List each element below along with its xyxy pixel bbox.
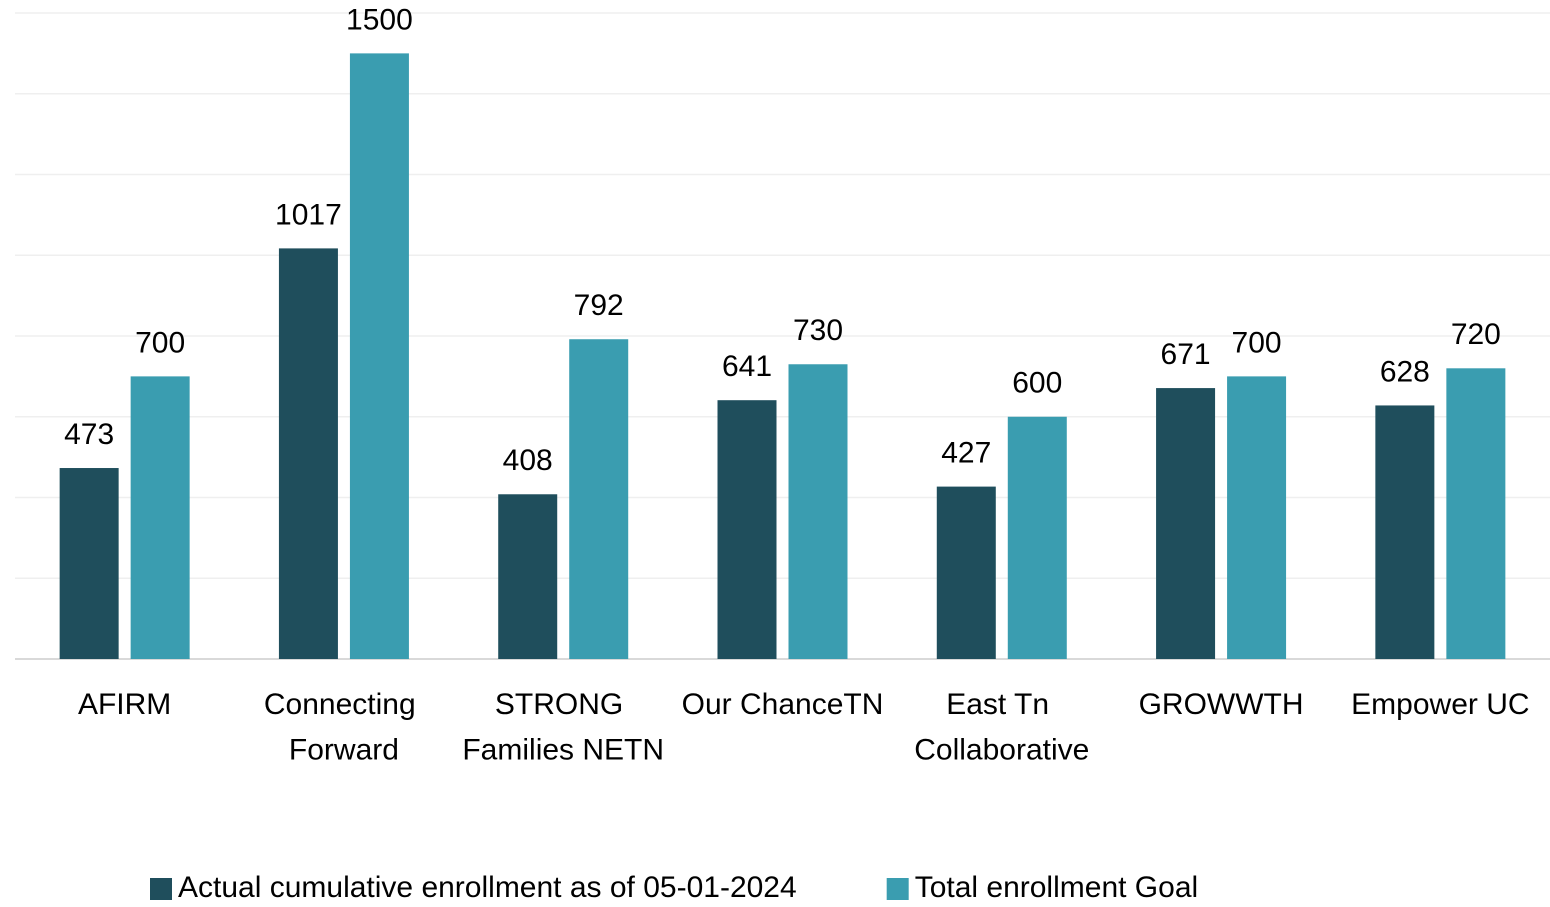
bar (569, 339, 629, 659)
bar (1375, 405, 1435, 659)
bar (498, 494, 558, 659)
x-tick-label: Empower UC (1351, 688, 1529, 721)
bar (717, 400, 777, 659)
data-label: 600 (1012, 367, 1062, 400)
bar (788, 364, 848, 659)
x-tick-label: Our ChanceTN (682, 688, 884, 721)
x-tick-label: East Tn Collaborative (914, 688, 1089, 767)
data-label: 628 (1380, 355, 1430, 388)
legend-swatch (150, 878, 172, 900)
data-label: 641 (722, 350, 772, 383)
data-label: 1500 (346, 3, 413, 36)
x-tick-label: AFIRM (78, 688, 171, 721)
bar (130, 376, 190, 659)
bar (59, 468, 119, 659)
legend-swatch (886, 878, 909, 900)
data-label: 700 (135, 326, 185, 359)
data-label: 720 (1451, 318, 1501, 351)
data-label: 473 (64, 418, 114, 451)
legend-label: Total enrollment Goal (915, 871, 1198, 904)
legend-label: Actual cumulative enrollment as of 05-01… (178, 871, 797, 904)
x-tick-label: STRONG Families NETN (462, 688, 664, 767)
bar (1227, 376, 1287, 659)
x-tick-label: GROWWTH (1139, 688, 1304, 721)
data-label: 1017 (275, 198, 342, 231)
bar (278, 248, 338, 660)
bar (936, 486, 996, 659)
x-tick-label: Connecting Forward (264, 688, 424, 767)
bar (349, 53, 409, 659)
data-label: 427 (941, 437, 991, 470)
data-label: 408 (503, 444, 553, 477)
data-label: 671 (1161, 338, 1211, 371)
bar (1156, 388, 1216, 659)
data-label: 792 (574, 289, 624, 322)
data-label: 700 (1232, 326, 1282, 359)
data-label: 730 (793, 314, 843, 347)
bar (1446, 368, 1506, 659)
bar (1007, 416, 1067, 659)
